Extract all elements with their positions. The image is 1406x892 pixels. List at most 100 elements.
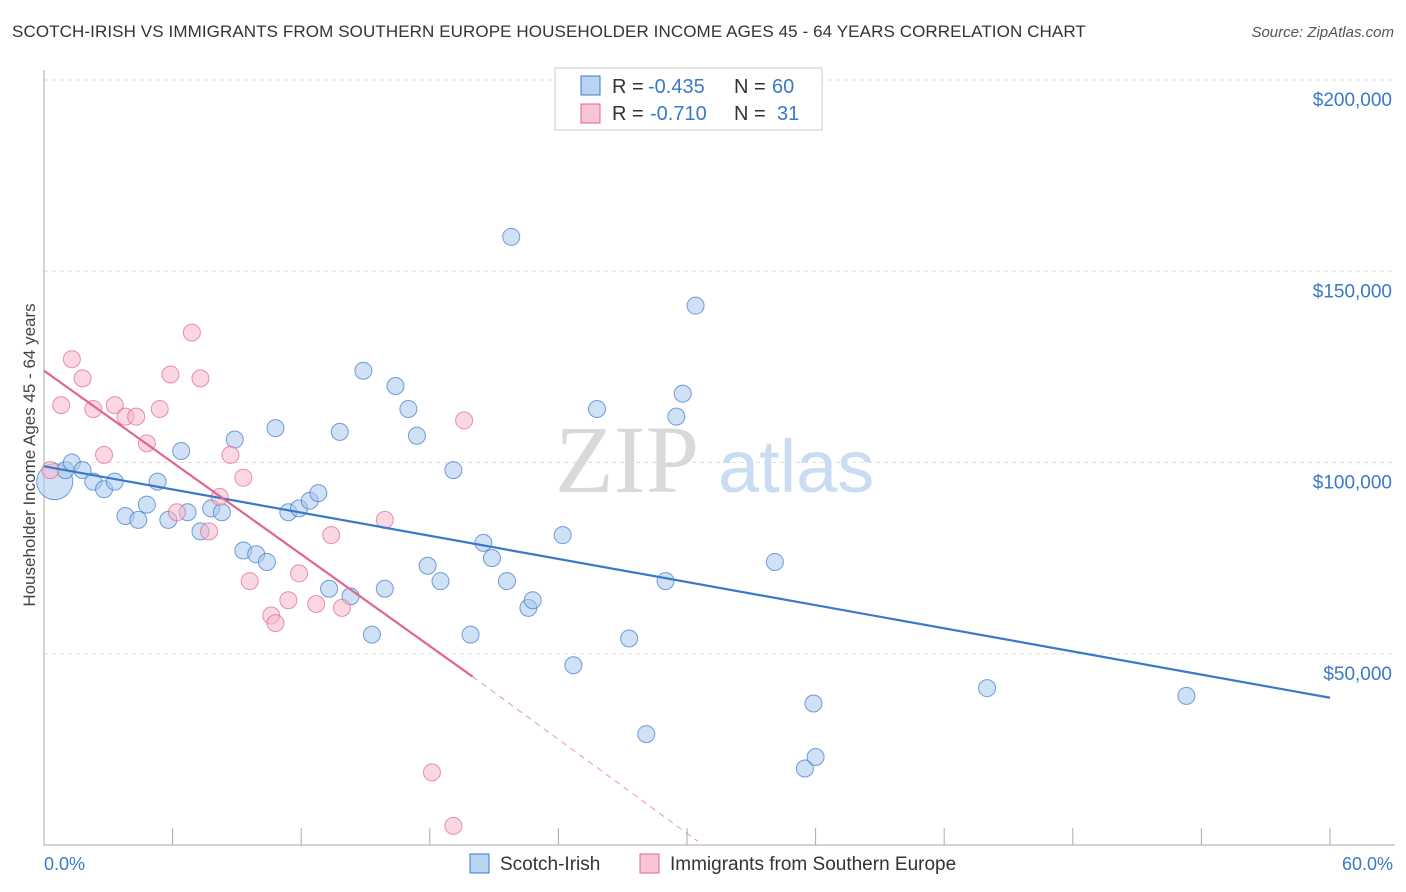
southern-europe-point xyxy=(41,461,60,480)
scotch-irish-point xyxy=(523,591,542,610)
scotch-irish-point xyxy=(330,422,349,441)
gridlines xyxy=(44,79,1395,655)
southern-europe-point xyxy=(221,445,240,464)
legend-r-value-1: -0.435 xyxy=(648,76,705,98)
y-tick-label: $200,000 xyxy=(1313,90,1392,111)
series-label-scotch-irish: Scotch-Irish xyxy=(500,854,600,875)
legend-n-value-2: 31 xyxy=(777,103,799,125)
southern-europe-point xyxy=(150,399,169,418)
scotch-irish-point xyxy=(129,510,148,529)
chart-title: SCOTCH-IRISH VS IMMIGRANTS FROM SOUTHERN… xyxy=(12,22,1086,41)
southern-europe-point xyxy=(422,763,441,782)
southern-europe-point xyxy=(182,323,201,342)
southern-europe-point xyxy=(279,591,298,610)
scotch-irish-point xyxy=(362,625,381,644)
southern-europe-point xyxy=(332,598,351,617)
scotch-irish-point xyxy=(444,461,463,480)
legend-r-value-2: -0.710 xyxy=(650,103,707,125)
scotch-irish-point xyxy=(765,552,784,571)
southern-europe-point xyxy=(95,445,114,464)
southern-europe-point xyxy=(455,411,474,430)
southern-europe-trend-extension xyxy=(472,676,699,842)
southern-europe-point xyxy=(444,816,463,835)
legend-n-label-2: N = xyxy=(734,103,766,125)
legend-swatch-blue xyxy=(580,75,601,96)
scotch-irish-point xyxy=(354,361,373,380)
scotch-irish-point xyxy=(309,484,328,503)
scotch-irish-point xyxy=(482,549,501,568)
southern-europe-trend-line xyxy=(43,369,474,678)
scotch-irish-point xyxy=(978,679,997,698)
scotch-irish-point xyxy=(587,399,606,418)
southern-europe-point xyxy=(62,350,81,369)
scotch-irish-point xyxy=(105,472,124,491)
scotch-irish-point xyxy=(795,759,814,778)
trend-lines xyxy=(43,369,1331,842)
scotch-irish-point xyxy=(212,503,231,522)
scotch-irish-point xyxy=(637,725,656,744)
legend-r-label-1: R = xyxy=(612,76,644,98)
legend-swatch-pink xyxy=(580,103,601,124)
x-tick-label: 0.0% xyxy=(44,854,85,874)
y-tick-label: $50,000 xyxy=(1323,664,1392,685)
southern-europe-point xyxy=(266,614,285,633)
correlation-legend: R = -0.435 N = 60 R = -0.710 N = 31 xyxy=(554,67,823,131)
southern-europe-point xyxy=(191,369,210,388)
y-axis-label: Householder Income Ages 45 - 64 years xyxy=(20,303,39,606)
scotch-irish-point xyxy=(375,579,394,598)
scotch-irish-point xyxy=(418,556,437,575)
legend-r-label-2: R = xyxy=(612,103,644,125)
scotch-irish-point xyxy=(673,384,692,403)
scotch-irish-point xyxy=(461,625,480,644)
scotch-irish-point xyxy=(1177,686,1196,705)
series-swatch-southern-europe xyxy=(639,853,660,874)
scotch-irish-point xyxy=(656,572,675,591)
southern-europe-point xyxy=(322,526,341,545)
southern-europe-point xyxy=(105,396,124,415)
southern-europe-point xyxy=(307,595,326,614)
southern-europe-point xyxy=(290,564,309,583)
scotch-irish-point xyxy=(172,442,191,461)
scotch-irish-point xyxy=(502,227,521,246)
series-swatch-scotch-irish xyxy=(469,853,490,874)
scotch-irish-point xyxy=(564,656,583,675)
scotch-irish-point xyxy=(407,426,426,445)
scotch-irish-point xyxy=(620,629,639,648)
scotch-irish-point xyxy=(553,526,572,545)
data-points xyxy=(36,227,1196,835)
scotch-irish-point xyxy=(266,419,285,438)
x-tick-labels: 0.0% 60.0% xyxy=(44,854,1393,874)
southern-europe-point xyxy=(73,369,92,388)
y-tick-labels: $50,000 $100,000 $150,000 $200,000 xyxy=(1313,90,1392,685)
scotch-irish-point xyxy=(137,495,156,514)
scotch-irish-point xyxy=(225,430,244,449)
southern-europe-point xyxy=(52,396,71,415)
scotch-irish-point xyxy=(686,296,705,315)
scotch-irish-point xyxy=(386,377,405,395)
scotch-irish-point xyxy=(497,572,516,591)
series-legend: Scotch-Irish Immigrants from Southern Eu… xyxy=(469,853,956,875)
southern-europe-point xyxy=(84,399,103,418)
scotch-irish-point xyxy=(257,552,276,571)
axes xyxy=(43,70,1395,846)
scotch-irish-point xyxy=(804,694,823,713)
scotch-irish-trend-line xyxy=(43,465,1331,699)
southern-europe-point xyxy=(161,365,180,384)
y-tick-label: $100,000 xyxy=(1313,473,1392,494)
legend-n-label-1: N = xyxy=(734,76,766,98)
y-tick-label: $150,000 xyxy=(1313,281,1392,302)
southern-europe-point xyxy=(127,407,146,426)
legend-n-value-1: 60 xyxy=(772,76,794,98)
x-tick-label: 60.0% xyxy=(1342,854,1393,874)
watermark-atlas: atlas xyxy=(718,425,874,508)
scotch-irish-point xyxy=(806,748,825,767)
source-label: Source: ZipAtlas.com xyxy=(1251,24,1394,41)
series-label-southern-europe: Immigrants from Southern Europe xyxy=(670,854,956,875)
southern-europe-point xyxy=(234,468,253,487)
scotch-irish-point xyxy=(320,579,339,598)
scotch-irish-point xyxy=(399,399,418,418)
southern-europe-point xyxy=(167,503,186,522)
scotch-irish-point xyxy=(474,533,493,552)
scotch-irish-point xyxy=(431,572,450,591)
